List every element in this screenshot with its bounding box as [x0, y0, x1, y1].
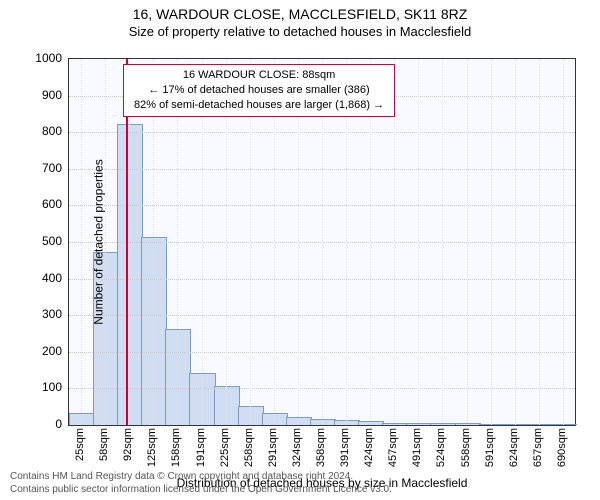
- histogram-bar: [262, 413, 288, 425]
- y-tick-label: 600: [22, 197, 62, 211]
- histogram-bar: [503, 424, 529, 425]
- x-tick-label: 524sqm: [435, 428, 447, 467]
- footer-line-1: Contains HM Land Registry data © Crown c…: [10, 471, 392, 484]
- x-tick-label: 591sqm: [484, 428, 496, 467]
- x-tick-label: 291sqm: [267, 428, 279, 467]
- x-tick-label: 391sqm: [339, 428, 351, 467]
- y-tick-label: 800: [22, 124, 62, 138]
- histogram-bar: [141, 237, 167, 425]
- x-tick-label: 92sqm: [122, 428, 134, 461]
- y-tick-label: 500: [22, 234, 62, 248]
- x-tick-label: 358sqm: [315, 428, 327, 467]
- gridline-v: [442, 59, 443, 425]
- histogram-bar: [69, 413, 95, 425]
- x-tick-label: 324sqm: [291, 428, 303, 467]
- annotation-box: 16 WARDOUR CLOSE: 88sqm ← 17% of detache…: [123, 64, 395, 117]
- histogram-bar: [382, 423, 408, 425]
- footer-attribution: Contains HM Land Registry data © Crown c…: [10, 471, 392, 496]
- histogram-bar: [165, 329, 191, 425]
- histogram-bar: [238, 406, 264, 425]
- gridline-v: [418, 59, 419, 425]
- chart-plot-wrap: Number of detached properties Distributi…: [68, 58, 576, 426]
- y-tick-label: 400: [22, 271, 62, 285]
- chart-container: { "title": "16, WARDOUR CLOSE, MACCLESFI…: [0, 0, 600, 500]
- histogram-bar: [527, 424, 553, 425]
- x-tick-label: 690sqm: [556, 428, 568, 467]
- x-tick-label: 258sqm: [243, 428, 255, 467]
- x-tick-label: 457sqm: [387, 428, 399, 467]
- histogram-bar: [479, 424, 505, 425]
- histogram-bar: [551, 424, 577, 425]
- y-tick-label: 1000: [22, 51, 62, 65]
- y-tick-label: 100: [22, 380, 62, 394]
- x-tick-label: 558sqm: [460, 428, 472, 467]
- x-tick-label: 225sqm: [219, 428, 231, 467]
- gridline-v: [491, 59, 492, 425]
- gridline-v: [467, 59, 468, 425]
- histogram-bar: [430, 423, 456, 425]
- x-tick-label: 191sqm: [195, 428, 207, 467]
- y-tick-label: 900: [22, 88, 62, 102]
- y-tick-label: 300: [22, 307, 62, 321]
- x-tick-label: 158sqm: [170, 428, 182, 467]
- annotation-line-1: 16 WARDOUR CLOSE: 88sqm: [134, 68, 384, 83]
- x-tick-label: 125sqm: [146, 428, 158, 467]
- chart-title: 16, WARDOUR CLOSE, MACCLESFIELD, SK11 8R…: [0, 0, 600, 22]
- histogram-bar: [189, 373, 215, 425]
- gridline-v: [539, 59, 540, 425]
- x-tick-label: 58sqm: [98, 428, 110, 461]
- y-tick-label: 0: [22, 417, 62, 431]
- chart-subtitle: Size of property relative to detached ho…: [0, 22, 600, 43]
- x-tick-label: 491sqm: [411, 428, 423, 467]
- gridline-v: [81, 59, 82, 425]
- x-tick-label: 424sqm: [363, 428, 375, 467]
- annotation-line-3: 82% of semi-detached houses are larger (…: [134, 98, 384, 113]
- x-tick-label: 624sqm: [508, 428, 520, 467]
- histogram-bar: [286, 417, 312, 425]
- y-tick-label: 200: [22, 344, 62, 358]
- x-tick-label: 25sqm: [74, 428, 86, 461]
- annotation-line-2: ← 17% of detached houses are smaller (38…: [134, 83, 384, 98]
- gridline-v: [515, 59, 516, 425]
- histogram-bar: [455, 423, 481, 425]
- x-tick-label: 657sqm: [532, 428, 544, 467]
- histogram-bar: [214, 386, 240, 425]
- gridline-v: [563, 59, 564, 425]
- footer-line-2: Contains public sector information licen…: [10, 484, 392, 497]
- y-axis-label: Number of detached properties: [92, 159, 106, 324]
- y-tick-label: 700: [22, 161, 62, 175]
- histogram-bar: [406, 423, 432, 425]
